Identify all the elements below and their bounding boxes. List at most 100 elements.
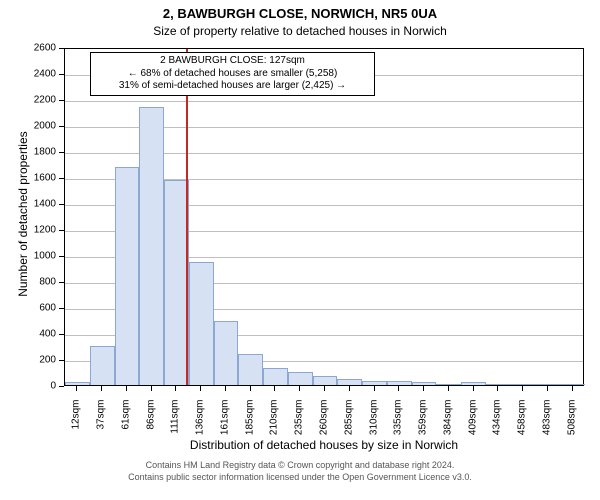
- xtick-mark: [572, 386, 573, 391]
- ytick-mark: [59, 152, 64, 153]
- ytick-mark: [59, 100, 64, 101]
- ytick-mark: [59, 204, 64, 205]
- ytick-label: 2000: [34, 121, 56, 132]
- xtick-label: 260sqm: [319, 400, 330, 450]
- histogram-bar: [387, 381, 412, 385]
- xtick-label: 210sqm: [269, 400, 280, 450]
- xtick-mark: [324, 386, 325, 391]
- xtick-mark: [547, 386, 548, 391]
- ytick-mark: [59, 386, 64, 387]
- page-title: 2, BAWBURGH CLOSE, NORWICH, NR5 0UA: [0, 6, 600, 21]
- ytick-label: 1000: [34, 251, 56, 262]
- xtick-label: 335sqm: [393, 400, 404, 450]
- xtick-mark: [398, 386, 399, 391]
- xtick-label: 359sqm: [418, 400, 429, 450]
- gridline-h: [65, 101, 583, 102]
- ytick-mark: [59, 230, 64, 231]
- histogram-bar: [436, 384, 461, 385]
- xtick-mark: [522, 386, 523, 391]
- xtick-label: 136sqm: [195, 400, 206, 450]
- histogram-bar: [535, 384, 560, 385]
- ytick-label: 2200: [34, 95, 56, 106]
- histogram-bar: [362, 381, 387, 385]
- xtick-mark: [126, 386, 127, 391]
- ytick-label: 2600: [34, 43, 56, 54]
- ytick-label: 2400: [34, 69, 56, 80]
- xtick-label: 508sqm: [566, 400, 577, 450]
- ytick-label: 1200: [34, 225, 56, 236]
- ytick-label: 600: [39, 303, 56, 314]
- credits-text: Contains HM Land Registry data © Crown c…: [0, 460, 600, 483]
- histogram-bar: [511, 384, 536, 385]
- xtick-mark: [274, 386, 275, 391]
- xtick-label: 235sqm: [294, 400, 305, 450]
- xtick-label: 285sqm: [343, 400, 354, 450]
- histogram-bar: [313, 376, 338, 385]
- histogram-bar: [139, 107, 164, 385]
- xtick-mark: [76, 386, 77, 391]
- xtick-label: 12sqm: [71, 400, 82, 450]
- xtick-label: 61sqm: [120, 400, 131, 450]
- xtick-mark: [250, 386, 251, 391]
- xtick-mark: [225, 386, 226, 391]
- ytick-mark: [59, 360, 64, 361]
- histogram-bar: [189, 262, 214, 386]
- histogram-bar: [461, 382, 486, 385]
- ytick-label: 800: [39, 277, 56, 288]
- ytick-mark: [59, 256, 64, 257]
- xtick-label: 458sqm: [517, 400, 528, 450]
- xtick-mark: [349, 386, 350, 391]
- xtick-label: 86sqm: [145, 400, 156, 450]
- xtick-label: 409sqm: [467, 400, 478, 450]
- xtick-mark: [473, 386, 474, 391]
- ytick-label: 1400: [34, 199, 56, 210]
- xtick-label: 310sqm: [368, 400, 379, 450]
- reference-line: [186, 49, 188, 385]
- annotation-line-1: 2 BAWBURGH CLOSE: 127sqm: [97, 55, 368, 68]
- xtick-mark: [200, 386, 201, 391]
- histogram-bar: [115, 167, 140, 385]
- xtick-mark: [299, 386, 300, 391]
- xtick-mark: [423, 386, 424, 391]
- histogram-bar: [238, 354, 263, 385]
- histogram-bar: [560, 384, 585, 385]
- ytick-label: 400: [39, 329, 56, 340]
- histogram-bar: [288, 372, 313, 385]
- ytick-mark: [59, 126, 64, 127]
- xtick-mark: [151, 386, 152, 391]
- ytick-mark: [59, 334, 64, 335]
- ytick-label: 0: [50, 381, 56, 392]
- annotation-line-3: 31% of semi-detached houses are larger (…: [97, 80, 368, 93]
- page-subtitle: Size of property relative to detached ho…: [0, 24, 600, 38]
- xtick-mark: [448, 386, 449, 391]
- histogram-bar: [412, 382, 437, 385]
- xtick-label: 434sqm: [492, 400, 503, 450]
- ytick-label: 1600: [34, 173, 56, 184]
- xtick-label: 37sqm: [96, 400, 107, 450]
- ytick-mark: [59, 282, 64, 283]
- annotation-line-2: ← 68% of detached houses are smaller (5,…: [97, 68, 368, 81]
- xtick-mark: [497, 386, 498, 391]
- xtick-label: 483sqm: [541, 400, 552, 450]
- ytick-mark: [59, 48, 64, 49]
- histogram-bar: [486, 384, 511, 385]
- xtick-label: 111sqm: [170, 400, 181, 450]
- xtick-mark: [374, 386, 375, 391]
- ytick-mark: [59, 74, 64, 75]
- histogram-bar: [90, 346, 115, 385]
- xtick-label: 384sqm: [442, 400, 453, 450]
- annotation-box: 2 BAWBURGH CLOSE: 127sqm← 68% of detache…: [90, 52, 375, 96]
- credits-line-1: Contains HM Land Registry data © Crown c…: [0, 460, 600, 472]
- y-axis-title: Number of detached properties: [16, 121, 30, 307]
- xtick-label: 161sqm: [219, 400, 230, 450]
- histogram-bar: [263, 368, 288, 385]
- ytick-mark: [59, 308, 64, 309]
- ytick-label: 1800: [34, 147, 56, 158]
- histogram-bar: [65, 382, 90, 385]
- xtick-label: 185sqm: [244, 400, 255, 450]
- chart-plot-area: [64, 48, 584, 386]
- ytick-label: 200: [39, 355, 56, 366]
- histogram-bar: [337, 379, 362, 386]
- histogram-bar: [214, 321, 239, 385]
- credits-line-2: Contains public sector information licen…: [0, 472, 600, 484]
